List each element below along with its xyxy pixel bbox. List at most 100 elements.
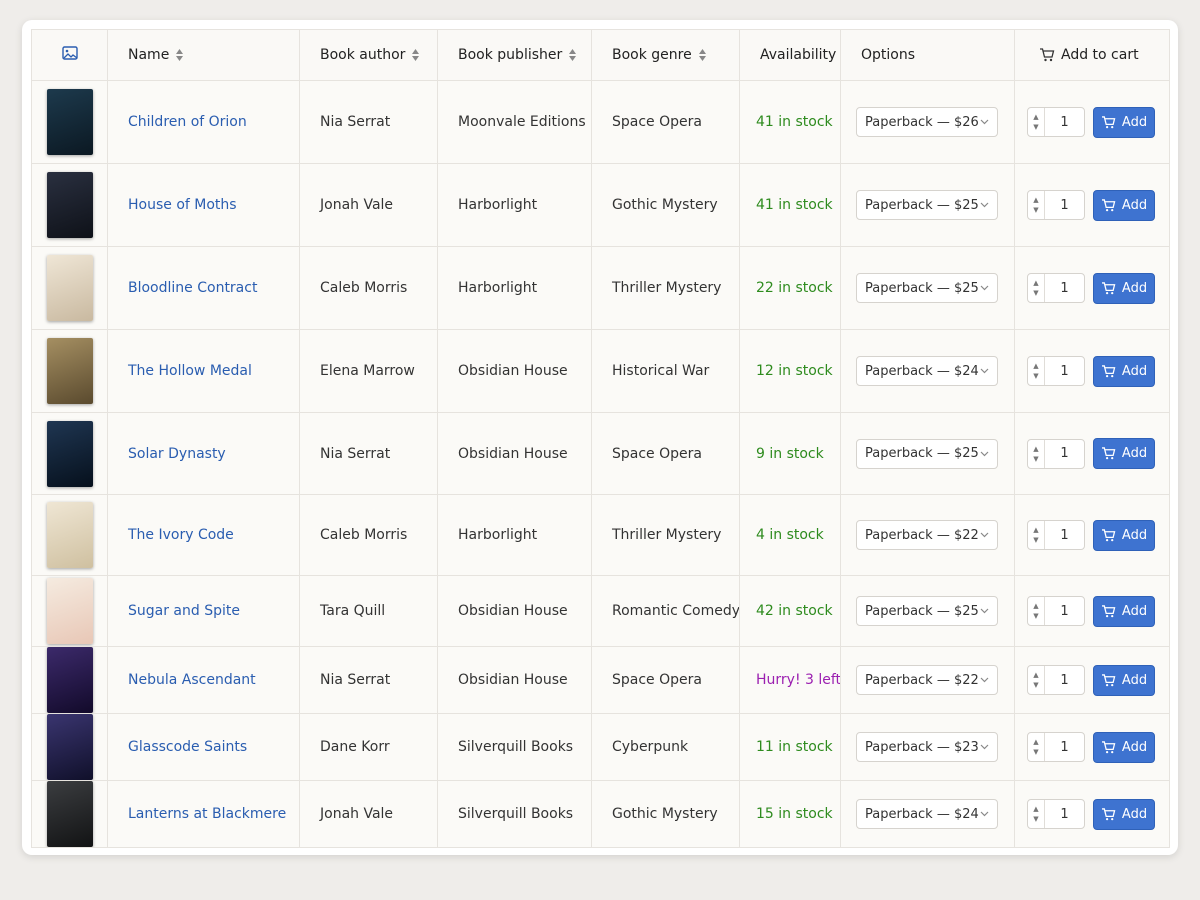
book-link[interactable]: Children of Orion <box>128 114 247 130</box>
add-button[interactable]: Add <box>1093 189 1155 221</box>
publisher-cell: Obsidian House <box>437 575 592 647</box>
add-button[interactable]: Add <box>1093 272 1155 304</box>
book-row: Children of Orion Nia Serrat Moonvale Edit… <box>31 80 1170 164</box>
book-cover[interactable] <box>46 89 93 155</box>
author-header[interactable]: Book author <box>299 29 438 81</box>
name-header[interactable]: Name <box>107 29 300 81</box>
button-label: Add <box>1121 280 1148 296</box>
format-select[interactable]: Paperback — $24 <box>856 356 998 386</box>
book-cover[interactable] <box>46 502 93 568</box>
quantity-input[interactable]: ▲ ▼ 1 <box>1027 273 1085 303</box>
options-cell: Paperback — $22 <box>840 494 1015 576</box>
genre-cell: Historical War <box>591 329 740 413</box>
options-cell: Paperback — $25 <box>840 246 1015 330</box>
add-button[interactable]: Add <box>1093 355 1155 387</box>
quantity-input[interactable]: ▲ ▼ 1 <box>1027 799 1085 829</box>
quantity-input[interactable]: ▲ ▼ 1 <box>1027 438 1085 469</box>
author-cell: Nia Serrat <box>299 412 438 495</box>
book-cover[interactable] <box>46 255 93 321</box>
format-select[interactable]: Paperback — $25 <box>856 438 998 469</box>
table-body: Children of Orion Nia Serrat Moonvale Edit… <box>31 80 1170 848</box>
stepper[interactable]: ▲ ▼ <box>1028 274 1045 302</box>
stepper[interactable]: ▲ ▼ <box>1028 666 1045 694</box>
add-button[interactable]: Add <box>1093 664 1155 696</box>
quantity-input[interactable]: ▲ ▼ 1 <box>1027 732 1085 762</box>
add-button[interactable]: Add <box>1093 731 1155 763</box>
options-cell: Paperback — $25 <box>840 412 1015 495</box>
book-cover[interactable] <box>46 714 93 780</box>
format-select[interactable]: Paperback — $26 <box>856 107 998 137</box>
availability: 15 in stock <box>756 806 833 822</box>
select-value: Paperback — $23 <box>865 739 979 755</box>
genre-header[interactable]: Book genre <box>591 29 740 81</box>
book-link[interactable]: Solar Dynasty <box>128 445 226 462</box>
book-link[interactable]: Glasscode Saints <box>128 739 248 755</box>
availability-cell: 11 in stock <box>739 713 841 781</box>
quantity-input[interactable]: ▲ ▼ 1 <box>1027 520 1085 550</box>
publisher: Silverquill Books <box>458 739 574 755</box>
book-cover[interactable] <box>46 420 93 487</box>
book-cover[interactable] <box>46 647 93 713</box>
book-row: Nebula Ascendant Nia Serrat Obsidian House… <box>31 646 1170 714</box>
stepper[interactable]: ▲ ▼ <box>1028 800 1045 828</box>
publisher: Silverquill Books <box>458 806 574 822</box>
format-select[interactable]: Paperback — $23 <box>856 732 998 762</box>
add-button[interactable]: Add <box>1093 438 1155 469</box>
add-button[interactable]: Add <box>1093 798 1155 830</box>
header-text: Options <box>861 47 916 63</box>
availability: 4 in stock <box>756 527 824 543</box>
quantity-input[interactable]: ▲ ▼ 1 <box>1027 356 1085 386</box>
stepper[interactable]: ▲ ▼ <box>1028 439 1045 468</box>
format-select[interactable]: Paperback — $22 <box>856 520 998 550</box>
publisher-cell: Harborlight <box>437 163 592 247</box>
format-select[interactable]: Paperback — $25 <box>856 596 998 626</box>
book-cover[interactable] <box>46 578 93 644</box>
book-cover[interactable] <box>46 781 93 847</box>
genre: Thriller Mystery <box>612 527 722 543</box>
book-link[interactable]: The Hollow Medal <box>128 363 252 379</box>
quantity-input[interactable]: ▲ ▼ 1 <box>1027 190 1085 220</box>
add-button[interactable]: Add <box>1093 106 1155 138</box>
stepper[interactable]: ▲ ▼ <box>1028 597 1045 625</box>
format-select[interactable]: Paperback — $24 <box>856 799 998 829</box>
options-cell: Paperback — $24 <box>840 780 1015 848</box>
quantity-input[interactable]: ▲ ▼ 1 <box>1027 665 1085 695</box>
book-row: The Hollow Medal Elena Marrow Obsidian Hou… <box>31 329 1170 413</box>
format-select[interactable]: Paperback — $22 <box>856 665 998 695</box>
stepper[interactable]: ▲ ▼ <box>1028 521 1045 549</box>
stepper[interactable]: ▲ ▼ <box>1028 108 1045 136</box>
book-link[interactable]: Nebula Ascendant <box>128 672 256 688</box>
book-link[interactable]: Lanterns at Blackmere <box>128 806 287 822</box>
cart-cell: ▲ ▼ 1 Add <box>1014 575 1170 647</box>
book-link[interactable]: House of Moths <box>128 197 237 213</box>
publisher-cell: Silverquill Books <box>437 780 592 848</box>
quantity-input[interactable]: ▲ ▼ 1 <box>1027 596 1085 626</box>
button-label: Add <box>1121 197 1148 213</box>
format-select[interactable]: Paperback — $25 <box>856 190 998 220</box>
add-button[interactable]: Add <box>1093 595 1155 627</box>
book-cover[interactable] <box>46 338 93 404</box>
stepper[interactable]: ▲ ▼ <box>1028 191 1045 219</box>
options-cell: Paperback — $25 <box>840 575 1015 647</box>
genre: Space Opera <box>612 114 702 130</box>
publisher-header[interactable]: Book publisher <box>437 29 592 81</box>
stepper[interactable]: ▲ ▼ <box>1028 733 1045 761</box>
add-button[interactable]: Add <box>1093 519 1155 551</box>
author-cell: Dane Korr <box>299 713 438 781</box>
name-cell: House of Moths <box>107 163 300 247</box>
stepper[interactable]: ▲ ▼ <box>1028 357 1045 385</box>
book-cover[interactable] <box>46 172 93 238</box>
book-link[interactable]: The Ivory Code <box>128 527 234 543</box>
book-link[interactable]: Bloodline Contract <box>128 280 258 296</box>
author-cell: Jonah Vale <box>299 163 438 247</box>
author: Nia Serrat <box>320 672 391 688</box>
quantity: 1 <box>1060 446 1069 461</box>
button-label: Add <box>1121 603 1148 619</box>
book-row: House of Moths Jonah Vale Harborlight Gothi… <box>31 163 1170 247</box>
quantity-input[interactable]: ▲ ▼ 1 <box>1027 107 1085 137</box>
book-link[interactable]: Sugar and Spite <box>128 603 240 619</box>
author: Tara Quill <box>320 603 386 619</box>
format-select[interactable]: Paperback — $25 <box>856 273 998 303</box>
select-value: Paperback — $25 <box>865 446 979 461</box>
cover-cell <box>31 80 108 164</box>
